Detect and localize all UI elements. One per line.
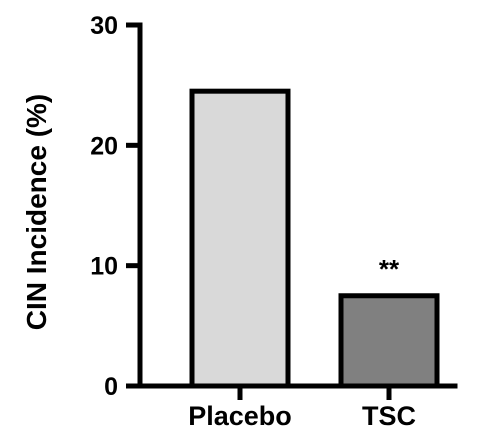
x-axis-categories: Placebo TSC xyxy=(188,386,416,431)
y-axis-title: CIN Incidence (%) xyxy=(21,94,52,330)
significance-marker: ** xyxy=(379,254,400,284)
y-tick-label: 20 xyxy=(90,132,118,160)
y-axis-ticks: 0 10 20 30 xyxy=(90,12,140,401)
annotations: ** xyxy=(379,254,400,284)
y-tick-label: 30 xyxy=(90,12,118,40)
bars xyxy=(189,88,440,389)
y-tick-label: 0 xyxy=(104,373,118,401)
x-tick-label-placebo: Placebo xyxy=(188,401,292,431)
axes xyxy=(137,22,458,389)
bar-tsc xyxy=(338,293,440,389)
y-tick-label: 10 xyxy=(90,253,118,281)
x-tick-label-tsc: TSC xyxy=(362,401,416,431)
bar-placebo xyxy=(189,88,291,389)
